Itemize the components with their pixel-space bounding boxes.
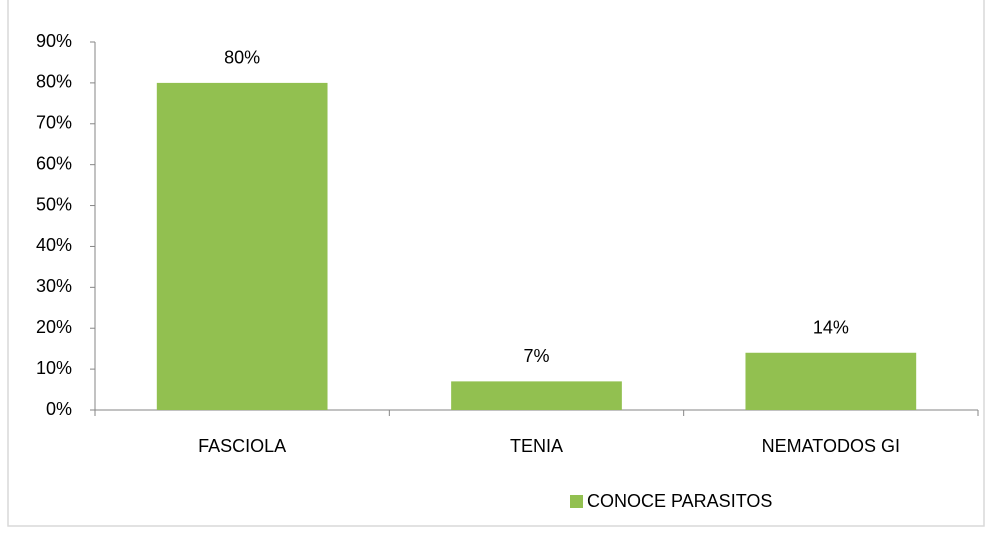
y-tick-label: 10%: [36, 358, 72, 378]
chart-border: [7, 0, 985, 527]
data-label: 7%: [523, 346, 549, 366]
y-tick-label: 80%: [36, 72, 72, 92]
legend: CONOCE PARASITOS: [570, 491, 772, 511]
data-label: 80%: [224, 48, 260, 68]
data-label: 14%: [813, 318, 849, 338]
y-tick-label: 90%: [36, 31, 72, 51]
y-tick-label: 50%: [36, 194, 72, 214]
x-tick-label: FASCIOLA: [198, 436, 286, 456]
y-tick-label: 20%: [36, 317, 72, 337]
legend-swatch: [570, 495, 583, 508]
bar: [156, 82, 328, 410]
x-tick-label: NEMATODOS GI: [762, 436, 900, 456]
legend-label: CONOCE PARASITOS: [587, 491, 772, 511]
y-tick-label: 60%: [36, 153, 72, 173]
y-tick-label: 40%: [36, 235, 72, 255]
bar: [451, 381, 622, 410]
y-tick-label: 0%: [46, 399, 72, 419]
y-tick-label: 30%: [36, 276, 72, 296]
bar: [745, 352, 917, 410]
x-tick-label: TENIA: [510, 436, 563, 456]
y-tick-label: 70%: [36, 113, 72, 133]
